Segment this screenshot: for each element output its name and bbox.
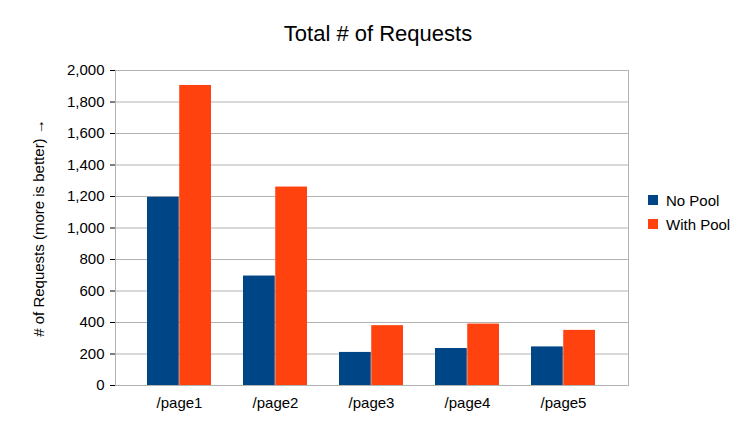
svg-text:/page2: /page2	[253, 394, 299, 411]
svg-text:# of Requests (more is better): # of Requests (more is better) →	[30, 119, 47, 337]
svg-text:/page4: /page4	[445, 394, 491, 411]
svg-text:/page1: /page1	[157, 394, 203, 411]
svg-text:2,000: 2,000	[67, 61, 105, 78]
svg-text:1,000: 1,000	[67, 219, 105, 236]
html-text:With Pool: With Pool	[666, 215, 731, 233]
svg-text:1,800: 1,800	[67, 93, 105, 110]
html-text:Total # of Requests: Total # of Requests	[283, 21, 473, 46]
svg-text:/page3: /page3	[349, 394, 395, 411]
svg-text:1,600: 1,600	[67, 124, 105, 141]
svg-text:1,400: 1,400	[67, 156, 105, 173]
svg-text:800: 800	[79, 250, 104, 267]
html-text:No Pool: No Pool	[666, 191, 720, 209]
svg-text:0: 0	[96, 376, 104, 393]
svg-text:200: 200	[79, 345, 104, 362]
svg-text:/page5: /page5	[541, 394, 587, 411]
svg-text:600: 600	[79, 282, 104, 299]
svg-text:400: 400	[79, 313, 104, 330]
svg-text:1,200: 1,200	[67, 187, 105, 204]
